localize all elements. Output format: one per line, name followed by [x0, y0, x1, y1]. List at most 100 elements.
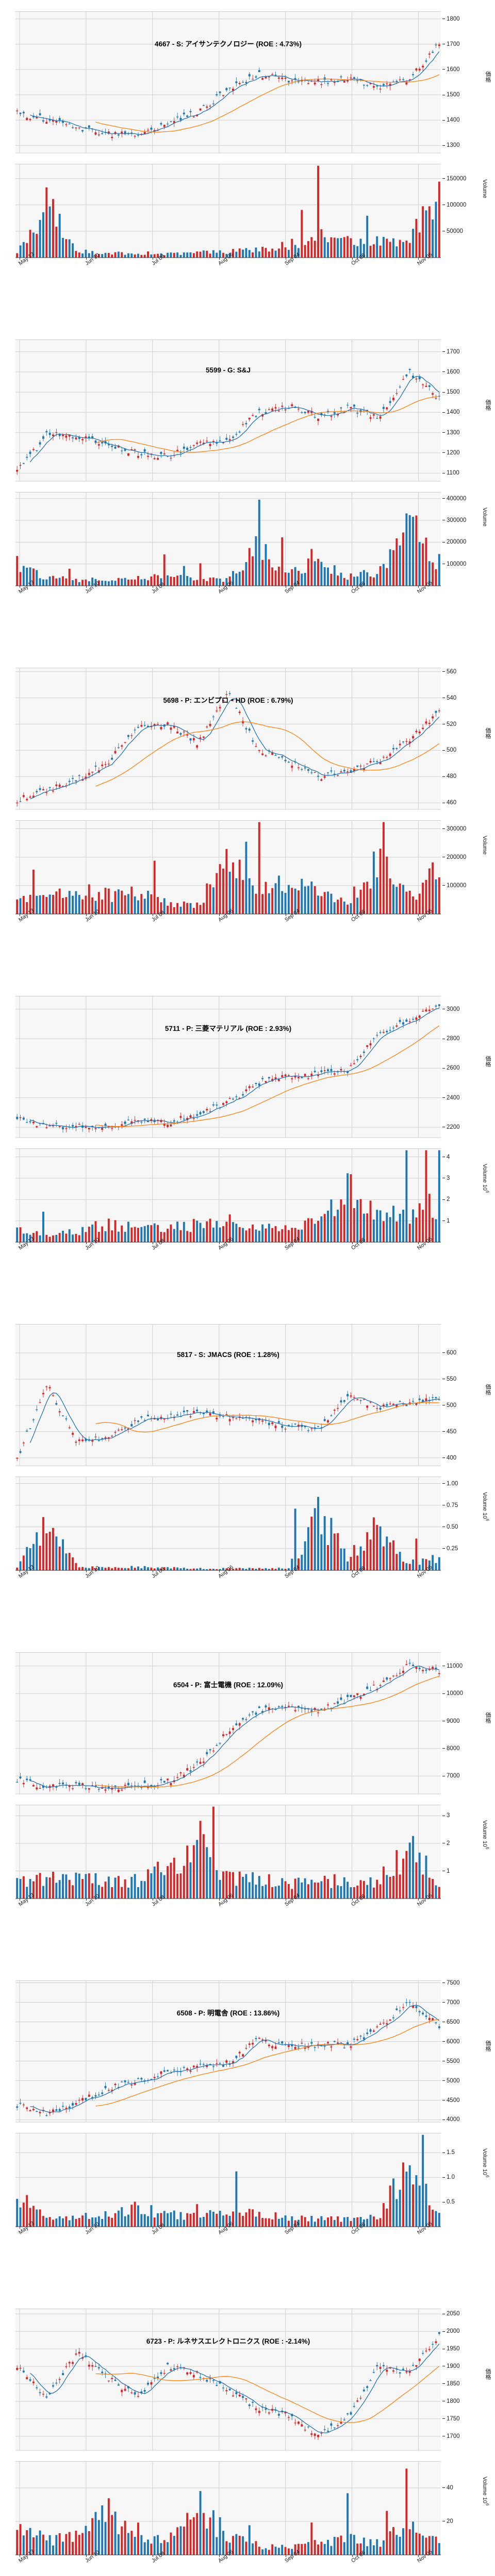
x-tick-mark: [352, 1570, 353, 1572]
price-y-tick: 7500: [442, 1980, 460, 1986]
price-y-tick: 5000: [442, 2078, 460, 2084]
x-tick-mark: [86, 1570, 87, 1572]
price-series: [16, 690, 440, 914]
gridlines: [15, 1324, 441, 1570]
price-y-tick: 2800: [442, 1036, 460, 1042]
volume-y-tick: 2: [442, 1196, 450, 1202]
price-y-tick: 10000: [442, 1690, 463, 1697]
price-series: [16, 1004, 440, 1242]
price-panel: [15, 668, 441, 810]
x-tick-mark: [418, 1570, 419, 1572]
price-y-tick: 6500: [442, 2019, 460, 2025]
price-y-tick: 1800: [442, 2398, 460, 2404]
price-y-tick: 500: [442, 1402, 456, 1409]
price-y-tick: 1700: [442, 41, 460, 47]
chart-canvas: [15, 1652, 441, 1899]
volume-y-tick: 3: [442, 1175, 450, 1181]
chart-title: 5817 - S: JMACS (ROE : 1.28%): [177, 1351, 279, 1359]
price-y-tick: 4000: [442, 2116, 460, 2123]
price-y-tick: 1600: [442, 66, 460, 73]
x-tick-mark: [418, 914, 419, 916]
volume-y-tick: 100000: [442, 561, 466, 567]
volume-y-tick: 100000: [442, 883, 466, 889]
price-y-tick: 520: [442, 721, 456, 727]
x-tick-mark: [418, 2555, 419, 2557]
volume-y-tick: 400000: [442, 496, 466, 502]
chart-canvas: [15, 1324, 441, 1571]
chart-title: 5711 - P: 三菱マテリアル (ROE : 2.93%): [164, 1025, 292, 1032]
x-tick-mark: [352, 914, 353, 916]
price-y-tick: 1500: [442, 389, 460, 395]
price-y-tick: 500: [442, 747, 456, 753]
price-y-tick: 7000: [442, 1999, 460, 2006]
price-series: [16, 1385, 440, 1570]
volume-panel: [15, 2133, 441, 2227]
x-tick-mark: [219, 258, 220, 260]
volume-y-tick: 150000: [442, 176, 466, 182]
price-y-tick: 400: [442, 1455, 456, 1461]
price-y-tick: 8000: [442, 1745, 460, 1752]
price-y-tick: 6000: [442, 2039, 460, 2045]
volume-y-tick: 4: [442, 1154, 450, 1160]
x-tick-mark: [418, 2227, 419, 2229]
price-panel: [15, 11, 441, 154]
x-tick-mark: [219, 1242, 220, 1244]
volume-axis-label: Volume: [482, 507, 488, 527]
price-y-tick: 560: [442, 669, 456, 675]
price-y-tick: 600: [442, 1350, 456, 1356]
price-y-tick: 2050: [442, 2311, 460, 2317]
price-axis-label: 価格: [485, 71, 491, 82]
price-y-tick: 5500: [442, 2058, 460, 2064]
volume-y-tick: 1: [442, 1868, 450, 1874]
x-tick-mark: [219, 1899, 220, 1901]
price-y-tick: 1950: [442, 2346, 460, 2352]
price-y-tick: 1900: [442, 2363, 460, 2369]
stock-chart-5711: 5711 - P: 三菱マテリアル (ROE : 2.93%) 2200 2400…: [0, 985, 495, 1313]
chart-canvas: [15, 1980, 441, 2227]
x-tick-mark: [86, 2227, 87, 2229]
price-y-tick: 1750: [442, 2416, 460, 2422]
price-axis-label: 価格: [485, 1711, 491, 1723]
volume-y-tick: 2: [442, 1840, 450, 1846]
x-tick-mark: [352, 1242, 353, 1244]
price-y-tick: 2600: [442, 1065, 460, 1071]
price-axis-label: 価格: [485, 399, 491, 411]
price-y-tick: 11000: [442, 1663, 463, 1669]
stock-chart-6504: 6504 - P: 富士電機 (ROE : 12.09%) 7000 8000 90…: [0, 1641, 495, 1969]
price-y-tick: 450: [442, 1429, 456, 1435]
x-tick-mark: [418, 258, 419, 260]
stock-chart-5698: 5698 - P: エンビプロ・HD (ROE : 6.79%) 460 480 5…: [0, 656, 495, 985]
price-series: [16, 368, 440, 586]
price-y-tick: 3000: [442, 1006, 460, 1012]
volume-y-tick: 3: [442, 1812, 450, 1819]
gridlines: [15, 668, 441, 914]
price-y-tick: 1100: [442, 470, 459, 476]
price-axis-label: 価格: [485, 2040, 491, 2052]
x-tick-mark: [352, 2555, 353, 2557]
price-y-tick: 1700: [442, 2433, 460, 2439]
volume-y-tick: 300000: [442, 517, 466, 523]
x-tick-mark: [86, 2555, 87, 2557]
chart-canvas: [15, 996, 441, 1243]
chart-title: 5698 - P: エンビプロ・HD (ROE : 6.79%): [163, 697, 293, 704]
price-panel: [15, 2309, 441, 2451]
price-y-tick: 1600: [442, 369, 460, 375]
gridlines: [15, 1652, 441, 1899]
price-panel: [15, 340, 441, 482]
chart-canvas: [15, 340, 441, 586]
price-y-tick: 1300: [442, 142, 460, 148]
price-panel: [15, 996, 441, 1138]
x-tick-mark: [86, 586, 87, 588]
stock-chart-5599: 5599 - G: S&J 1100 1200 1300 1400 1500 1600 17…: [0, 328, 495, 656]
x-tick-mark: [86, 914, 87, 916]
price-series: [16, 1658, 440, 1899]
price-y-tick: 2400: [442, 1095, 460, 1101]
volume-y-tick: 40: [442, 2485, 453, 2491]
chart-title: 6504 - P: 富士電機 (ROE : 12.09%): [173, 1681, 284, 1689]
volume-panel: [15, 492, 441, 586]
price-y-tick: 480: [442, 773, 456, 779]
x-tick-mark: [418, 586, 419, 588]
price-axis-label: 価格: [485, 1055, 491, 1067]
price-axis-label: 価格: [485, 1383, 491, 1395]
volume-panel: [15, 164, 441, 258]
